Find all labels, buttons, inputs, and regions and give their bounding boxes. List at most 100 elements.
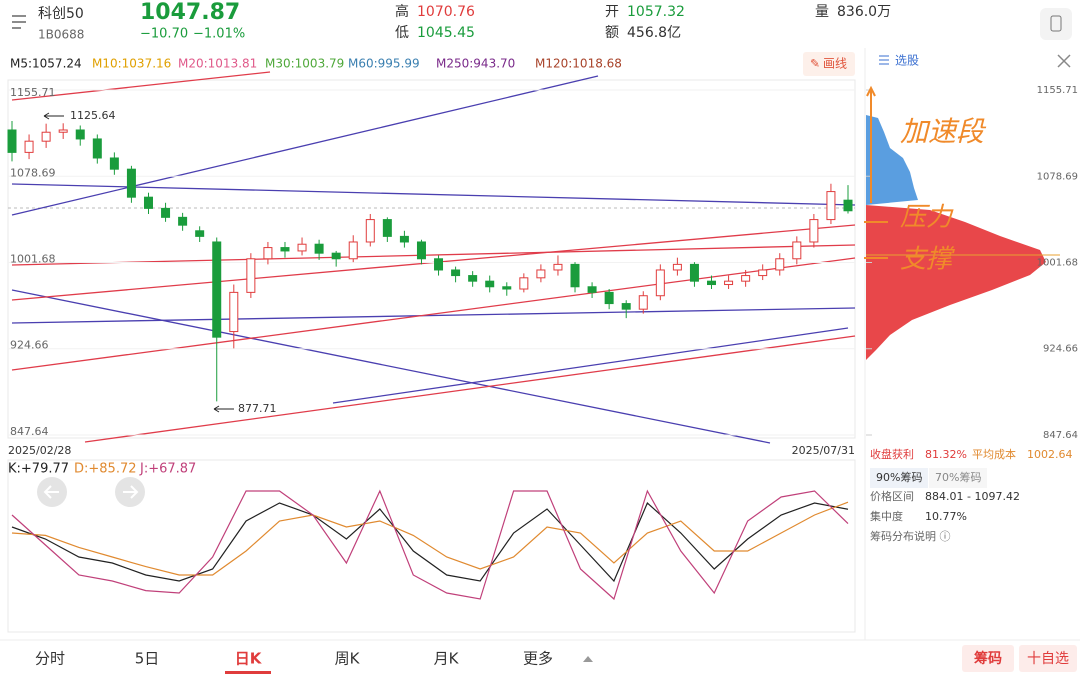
kdj-line-k [11, 501, 849, 583]
candle-body [143, 196, 153, 209]
candles: 847.64 924.66 1001.68 1078.69 1155.71 [7, 86, 855, 438]
right-axis: 847.64 924.66 1001.68 1078.69 1155.71 [866, 85, 1078, 441]
candle-body [451, 269, 461, 277]
index-code: 1B0688 [38, 28, 84, 42]
arrow [213, 405, 234, 413]
start-date: 2025/02/28 [8, 444, 71, 457]
profit-label: 收盘获利 [870, 447, 914, 461]
y-tick-label: 1078.69 [10, 166, 56, 179]
ma-label: M250:943.70 [436, 57, 515, 71]
ma-row: M5:1057.24 M10:1037.16 M20:1013.81 M30:1003… [10, 57, 622, 71]
candle-body [229, 291, 239, 333]
candle-body [792, 241, 802, 260]
ma-label: M120:1018.68 [535, 57, 622, 71]
phone-button[interactable] [1040, 8, 1072, 40]
y-tick-label-right: 1001.68 [1037, 257, 1078, 268]
kdj-labels: K:+79.77 D:+85.72 J:+67.87 [8, 462, 196, 477]
open: 1057.32 [627, 4, 685, 20]
candle-body [502, 286, 512, 290]
candle-body [92, 138, 102, 159]
tab-90-label: 90%筹码 [876, 470, 922, 484]
change: −10.70 [140, 27, 188, 42]
tab[interactable]: 分时 [35, 650, 65, 668]
volume: 836.0万 [837, 4, 891, 20]
candle-body [519, 277, 529, 290]
candle-body [416, 241, 426, 260]
tab-90[interactable] [870, 468, 928, 488]
candle-body [741, 275, 751, 282]
candle-body [399, 235, 409, 243]
chip-profit [866, 115, 918, 205]
candle-body [161, 207, 171, 218]
tab-underline [225, 671, 271, 674]
draw-button[interactable] [803, 52, 855, 76]
tab[interactable]: 月K [434, 650, 460, 668]
trendline [11, 289, 771, 444]
chip-loss [866, 205, 1046, 360]
trendline [84, 335, 856, 443]
candle-body [707, 280, 717, 286]
profit: 81.32% [925, 448, 967, 461]
high-annotation: 1125.64 [70, 109, 116, 122]
trendline [11, 183, 856, 206]
tab[interactable]: 5日 [135, 650, 160, 668]
kdj-line-j [11, 489, 849, 601]
candle-body [672, 263, 682, 271]
chip-icon [879, 55, 889, 65]
tab-70-label: 70%筹码 [935, 470, 981, 484]
trendline [332, 327, 849, 404]
handwriting: 压力 [900, 203, 954, 233]
candle-body [348, 241, 358, 260]
y-tick-label-right: 924.66 [1043, 344, 1078, 355]
high: 1070.76 [417, 4, 475, 20]
price-panel [7, 79, 856, 439]
menu-icon[interactable] [12, 15, 26, 29]
high-label: 高 [395, 3, 409, 20]
y-tick-label: 924.66 [10, 339, 49, 352]
y-tick-label-right: 847.64 [1043, 430, 1078, 441]
watchlist-button[interactable] [1019, 645, 1077, 672]
candle-body [655, 269, 665, 297]
end-date: 2025/07/31 [792, 444, 855, 457]
y-tick-label: 1001.68 [10, 252, 56, 265]
next-icon [123, 485, 139, 499]
candle-body [775, 258, 785, 271]
price: 1047.87 [140, 0, 240, 25]
concentration-label: 集中度 [870, 509, 903, 523]
cost: 1002.64 [1027, 448, 1073, 461]
candle-body [604, 291, 614, 305]
candle-body [826, 191, 836, 221]
tab-active[interactable]: 日K [235, 650, 263, 668]
candle-body [314, 243, 324, 254]
candle-body [246, 258, 256, 293]
candle-body [126, 168, 136, 198]
handwriting: 加速段 [900, 115, 987, 148]
kdj-line-d [11, 501, 849, 576]
tab[interactable]: 周K [335, 650, 361, 668]
kdj-panel [7, 459, 856, 633]
range: 884.01 - 1097.42 [925, 490, 1020, 503]
help[interactable]: 筹码分布说明 ⓘ [870, 529, 951, 543]
candle-body [41, 131, 51, 142]
close-icon[interactable] [1057, 54, 1071, 68]
chip-button-label: 筹码 [974, 650, 1002, 667]
phone-icon [1050, 15, 1062, 32]
chip-title[interactable]: 选股 [895, 54, 919, 68]
candle-body [109, 157, 119, 170]
candle-body [570, 263, 580, 288]
range-label: 价格区间 [870, 489, 914, 503]
tab[interactable]: 更多 [523, 650, 553, 668]
ma-label: M30:1003.79 [265, 57, 344, 71]
amount: 456.8亿 [627, 25, 681, 41]
y-tick-label-right: 1078.69 [1037, 171, 1078, 182]
candle-body [24, 140, 34, 153]
handwriting: 支撑 [900, 245, 955, 275]
candle-body [587, 286, 597, 293]
candle-body [689, 263, 699, 282]
chip-button[interactable] [962, 645, 1014, 672]
candle-body [553, 263, 563, 271]
candle-body [843, 199, 853, 212]
tab-70[interactable] [929, 468, 987, 488]
ma-label: M20:1013.81 [178, 57, 257, 71]
